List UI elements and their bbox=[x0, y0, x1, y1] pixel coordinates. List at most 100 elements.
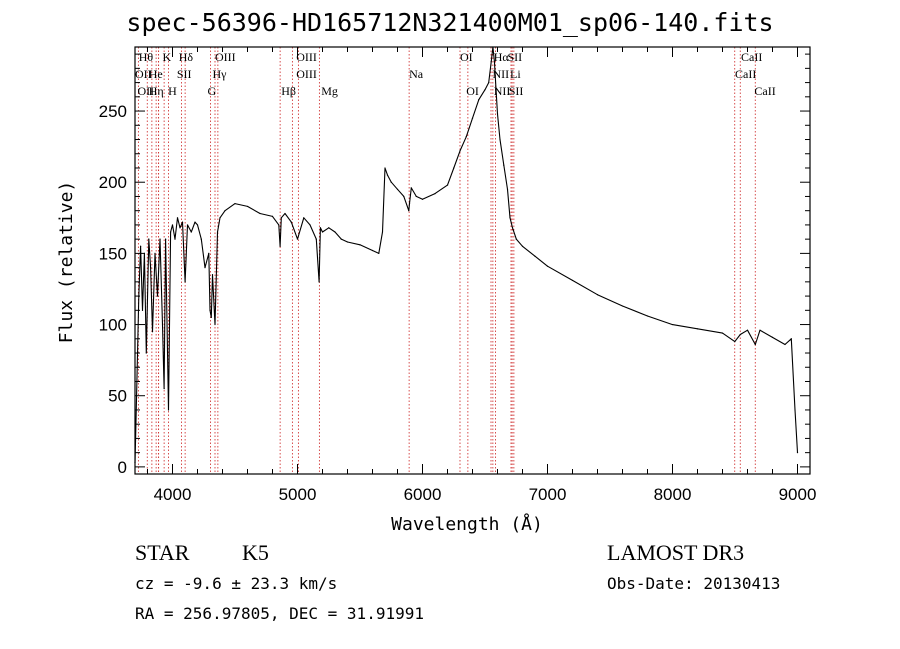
data-point bbox=[340, 238, 342, 240]
y-tick-label: 200 bbox=[99, 173, 127, 192]
line-label: He bbox=[149, 67, 163, 81]
x-tick-label: 7000 bbox=[529, 485, 567, 504]
line-label: OIII bbox=[215, 50, 236, 64]
data-point bbox=[596, 294, 599, 296]
data-point bbox=[224, 210, 226, 212]
line-label: Hβ bbox=[281, 84, 296, 98]
data-point bbox=[194, 221, 196, 223]
line-label: OIII bbox=[296, 67, 317, 81]
data-point bbox=[179, 227, 181, 229]
data-point bbox=[148, 238, 150, 240]
data-point bbox=[453, 167, 455, 169]
data-point bbox=[496, 113, 499, 115]
chart-title: spec-56396-HD165712N321400M01_sp06-140.f… bbox=[126, 8, 774, 37]
redshift-velocity: cz = -9.6 ± 23.3 km/s bbox=[135, 574, 338, 593]
data-point bbox=[571, 279, 574, 282]
data-point bbox=[176, 217, 179, 219]
data-point bbox=[478, 99, 480, 101]
x-tick-label: 9000 bbox=[779, 485, 817, 504]
data-point bbox=[154, 252, 156, 254]
data-point bbox=[181, 221, 184, 223]
plot-frame bbox=[134, 46, 811, 475]
data-point bbox=[506, 188, 509, 190]
line-label: Hη bbox=[149, 84, 164, 98]
data-point bbox=[493, 60, 495, 62]
data-point bbox=[163, 388, 165, 390]
line-label: CaII bbox=[735, 67, 756, 81]
y-tick-label: 150 bbox=[99, 244, 127, 263]
data-point bbox=[211, 274, 214, 276]
data-point bbox=[234, 202, 236, 205]
data-point bbox=[303, 217, 305, 219]
line-label: OI bbox=[460, 50, 473, 64]
data-point bbox=[167, 409, 170, 411]
data-point bbox=[186, 224, 189, 226]
survey-name: LAMOST DR3 bbox=[607, 540, 745, 565]
line-label: H bbox=[168, 84, 177, 98]
data-point bbox=[446, 184, 449, 186]
data-point bbox=[410, 187, 412, 189]
data-point bbox=[499, 138, 501, 141]
line-label: OI bbox=[466, 84, 479, 98]
data-point bbox=[371, 249, 374, 252]
line-label: OII bbox=[138, 84, 155, 98]
data-point bbox=[328, 227, 330, 229]
data-point bbox=[459, 150, 461, 152]
data-point bbox=[381, 231, 384, 233]
data-point bbox=[150, 267, 152, 269]
data-point bbox=[796, 452, 799, 454]
data-point bbox=[321, 231, 324, 233]
data-point bbox=[415, 195, 417, 198]
data-point bbox=[521, 245, 524, 247]
data-point bbox=[434, 193, 436, 195]
data-point bbox=[484, 89, 486, 91]
data-point bbox=[171, 224, 174, 226]
data-point bbox=[156, 295, 159, 297]
y-tick-label: 100 bbox=[99, 316, 127, 335]
line-label: Hγ bbox=[213, 67, 228, 81]
data-point bbox=[384, 167, 386, 169]
data-point bbox=[534, 255, 536, 257]
spectrum-line bbox=[134, 46, 799, 463]
data-point bbox=[386, 174, 389, 176]
data-point bbox=[511, 227, 514, 229]
data-point bbox=[208, 252, 210, 254]
data-point bbox=[490, 60, 492, 62]
data-point bbox=[794, 409, 796, 411]
data-point bbox=[246, 205, 249, 208]
data-point bbox=[170, 231, 172, 233]
line-label: CaII bbox=[741, 50, 762, 64]
y-tick-label: 50 bbox=[108, 387, 127, 406]
data-point bbox=[159, 238, 161, 240]
data-point bbox=[334, 231, 336, 233]
data-point bbox=[296, 238, 299, 240]
data-point bbox=[290, 221, 292, 223]
data-point bbox=[771, 336, 774, 338]
data-point bbox=[210, 316, 212, 319]
data-point bbox=[403, 195, 405, 198]
x-tick-label: 4000 bbox=[154, 485, 192, 504]
y-tick-label: 0 bbox=[118, 458, 127, 477]
data-point bbox=[141, 309, 144, 311]
line-label: NII bbox=[493, 67, 510, 81]
data-point bbox=[495, 93, 497, 95]
data-point bbox=[408, 202, 411, 205]
data-point bbox=[346, 241, 349, 243]
line-label: OII bbox=[135, 67, 152, 81]
line-label: NII bbox=[494, 84, 511, 98]
data-point bbox=[219, 217, 221, 219]
data-point bbox=[465, 136, 467, 138]
x-tick-label: 6000 bbox=[404, 485, 442, 504]
data-point bbox=[784, 343, 786, 346]
line-label: OIII bbox=[296, 50, 317, 64]
data-point bbox=[396, 188, 399, 190]
line-label: Hθ bbox=[139, 50, 154, 64]
data-point bbox=[319, 227, 321, 229]
data-point bbox=[488, 81, 490, 84]
line-label: Hδ bbox=[179, 50, 194, 64]
line-label: Mg bbox=[321, 84, 338, 98]
x-axis-ticks: 4000 5000 6000 7000 8000 9000 bbox=[147, 47, 817, 504]
data-point bbox=[359, 244, 361, 246]
